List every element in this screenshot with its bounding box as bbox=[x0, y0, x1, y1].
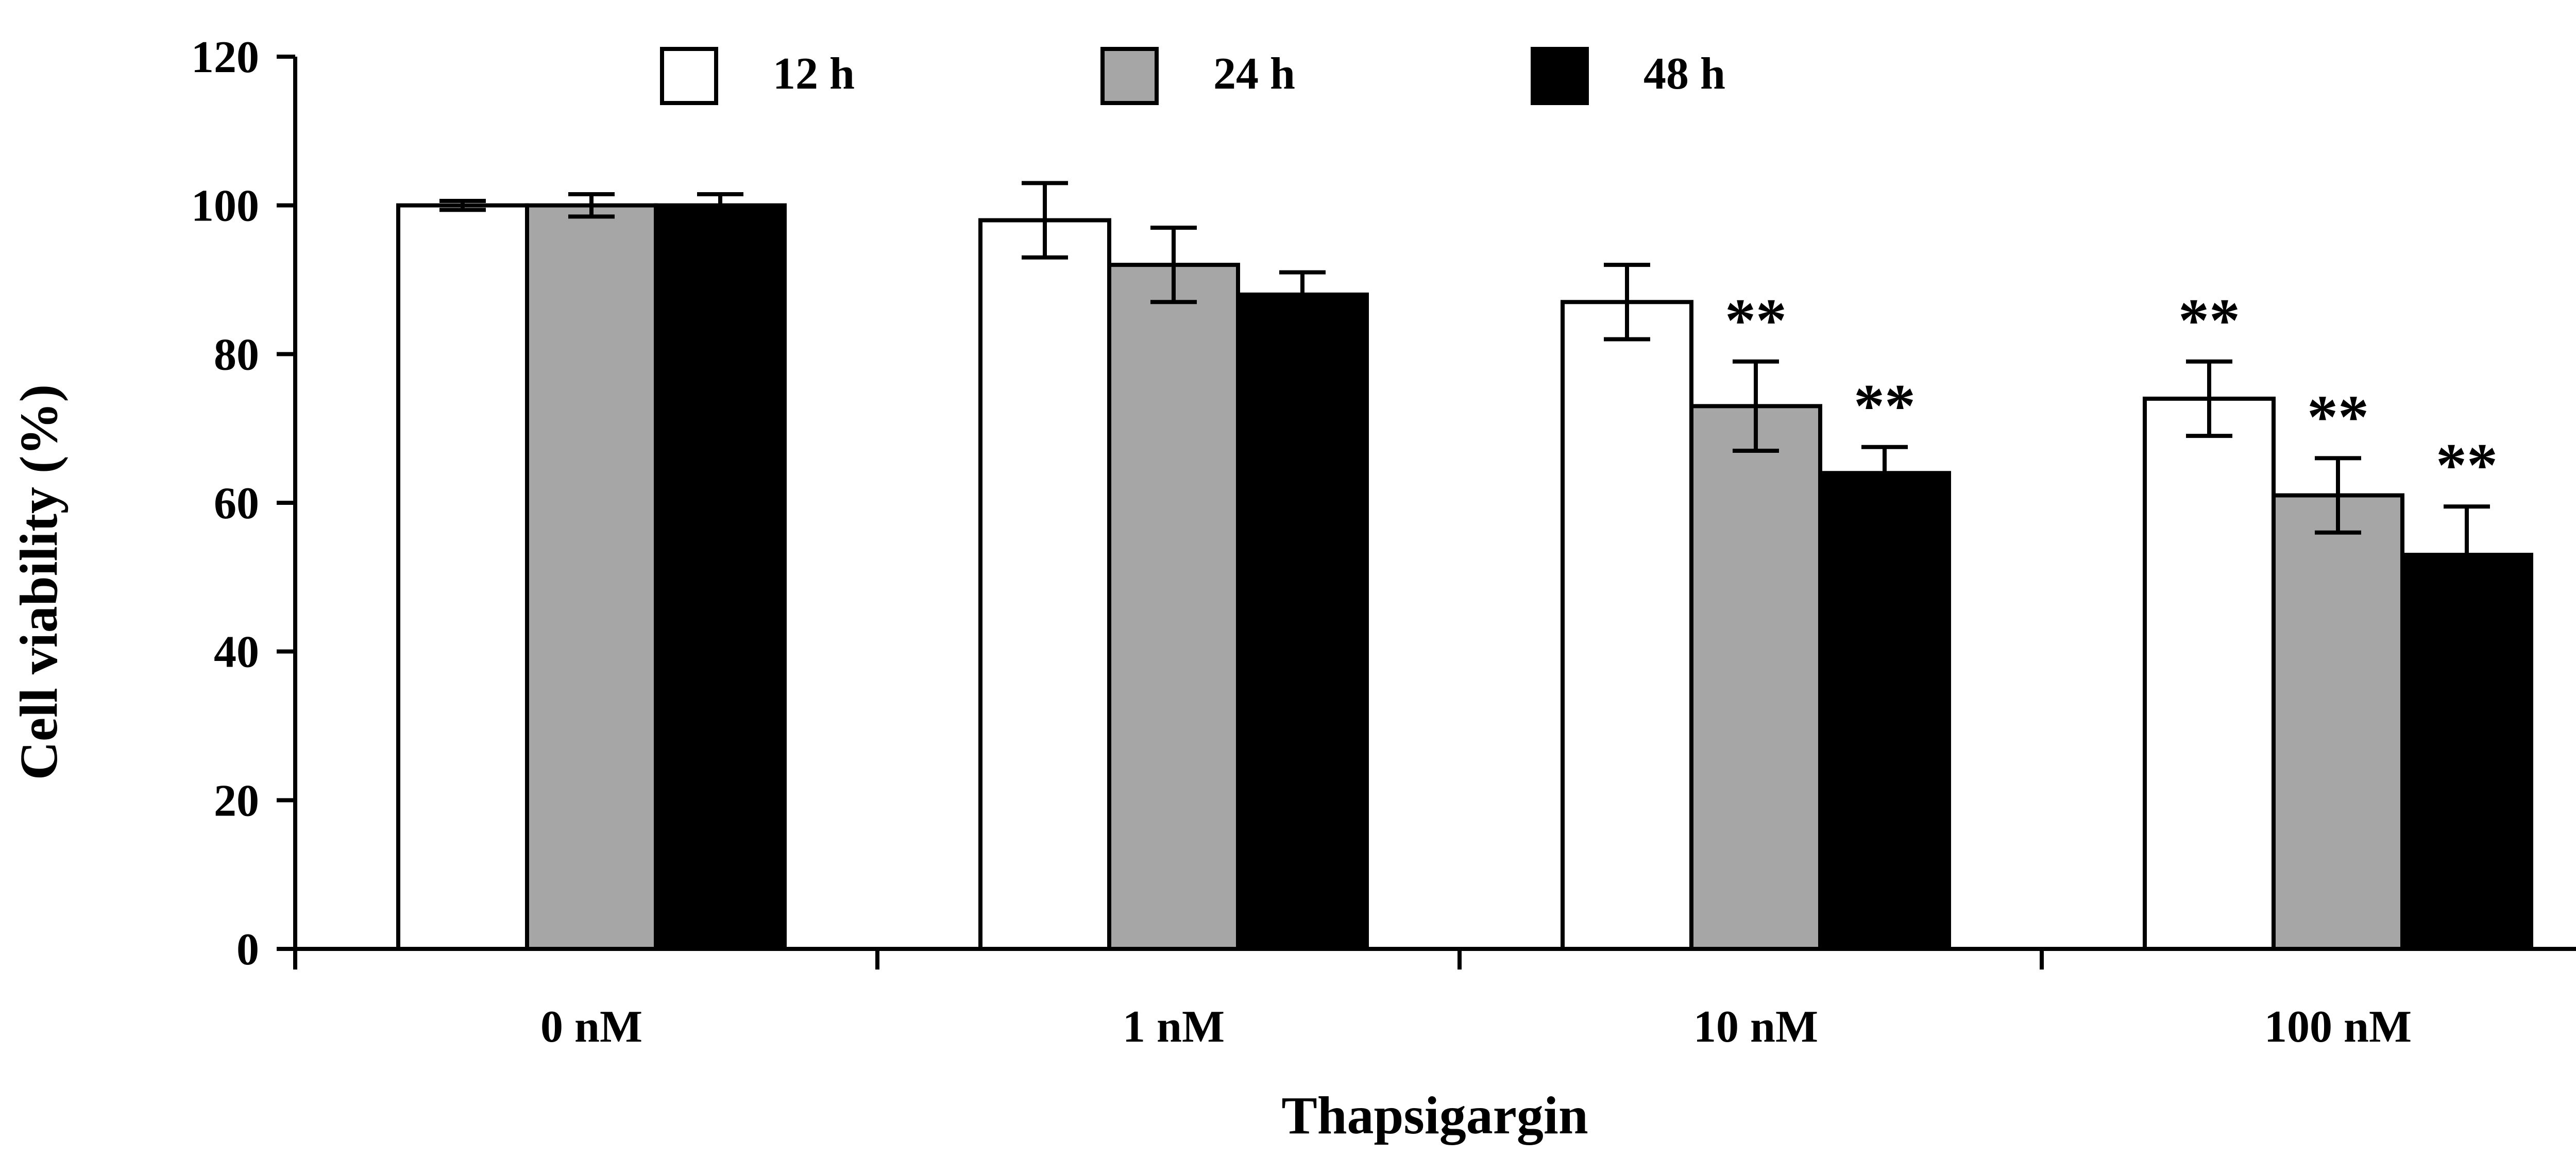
bar bbox=[654, 203, 787, 951]
x-axis-title: Thapsigargin bbox=[1281, 1086, 1588, 1145]
bar bbox=[1689, 404, 1822, 951]
bar bbox=[2272, 493, 2404, 951]
legend-swatch bbox=[1531, 47, 1589, 105]
legend-swatch bbox=[660, 47, 718, 105]
significance-marker: ** bbox=[1725, 286, 1787, 354]
y-tick-label: 100 bbox=[191, 181, 259, 231]
y-tick-label: 80 bbox=[214, 330, 259, 380]
legend-swatch bbox=[1100, 47, 1159, 105]
y-tick-label: 20 bbox=[214, 776, 259, 826]
y-axis-title: Cell viability (%) bbox=[9, 384, 69, 780]
y-tick-label: 0 bbox=[236, 925, 259, 975]
bar bbox=[1818, 471, 1951, 951]
y-tick-label: 60 bbox=[214, 479, 259, 529]
x-tick-label: 100 nM bbox=[2264, 1002, 2412, 1052]
bar bbox=[1107, 263, 1240, 951]
legend-label: 24 h bbox=[1213, 49, 1295, 99]
y-axis: 0 20 40 60 80 100 120 bbox=[191, 32, 297, 975]
significance-marker: ** bbox=[2307, 382, 2369, 451]
significance-marker: ** bbox=[2436, 431, 2498, 499]
legend-label: 12 h bbox=[773, 49, 855, 99]
bar bbox=[1236, 292, 1369, 951]
bar bbox=[978, 218, 1111, 951]
legend: 12 h 24 h 48 h bbox=[660, 47, 1725, 105]
bar bbox=[2400, 553, 2533, 951]
significance-marker: ** bbox=[1854, 371, 1916, 440]
x-axis: 0 nM 1 nM 10 nM 100 nM bbox=[293, 947, 2576, 1052]
bar bbox=[1561, 300, 1693, 951]
x-tick-label: 10 nM bbox=[1693, 1002, 1818, 1052]
bars: ** ** ** ** ** bbox=[396, 181, 2533, 951]
bar bbox=[396, 203, 529, 951]
significance-marker: ** bbox=[2178, 286, 2240, 354]
legend-label: 48 h bbox=[1643, 49, 1725, 99]
bar bbox=[2143, 396, 2276, 951]
y-tick-label: 120 bbox=[191, 32, 259, 82]
x-tick-label: 1 nM bbox=[1123, 1002, 1225, 1052]
bar bbox=[525, 203, 658, 951]
x-tick-label: 0 nM bbox=[540, 1002, 642, 1052]
y-tick-label: 40 bbox=[214, 627, 259, 677]
